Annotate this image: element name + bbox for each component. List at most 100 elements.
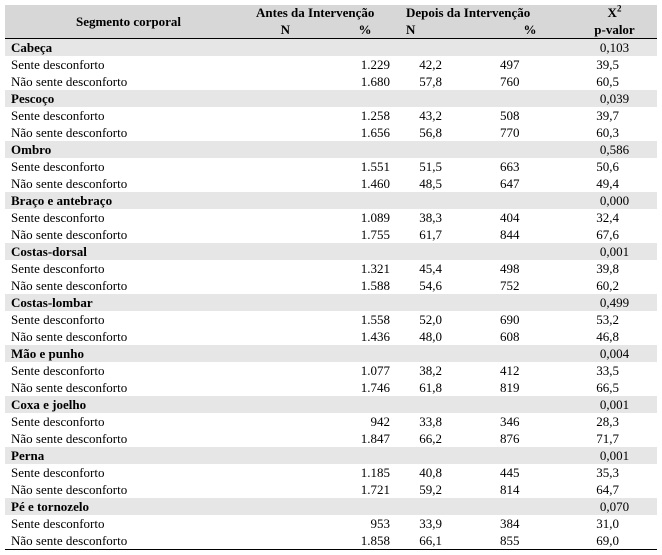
n-before-cell: 1.077	[360, 362, 390, 378]
n-after-cell: 384	[500, 515, 520, 531]
percent-after-cell: 53,2	[596, 311, 619, 327]
percent-before-cell: 66,1	[419, 532, 442, 548]
percent-before-cell: 42,2	[419, 56, 442, 72]
table-row: Sente desconforto 953 33,9 384 31,0	[5, 515, 657, 532]
n-after-cell: 346	[500, 413, 520, 429]
p-value-header: p-valor	[572, 21, 657, 39]
n-before-cell: 1.656	[360, 124, 390, 140]
percent-after-cell: 60,5	[596, 73, 619, 89]
row-label: Não sente desconforto	[11, 226, 128, 242]
row-label: Não sente desconforto	[11, 277, 128, 293]
n-before-cell: 1.858	[360, 532, 390, 548]
n-before-cell: 953	[370, 515, 391, 531]
percent-before-cell: 38,2	[419, 362, 442, 378]
row-label: Sente desconforto	[11, 311, 105, 327]
table-row: Sente desconforto 1.229 42,2 497 39,5	[5, 56, 657, 73]
n-after-cell: 752	[500, 277, 520, 293]
after-intervention-header: Depois da Intervenção	[402, 5, 572, 21]
table-row: Não sente desconforto 1.847 66,2 876 71,7	[5, 430, 657, 447]
n-before-cell: 1.558	[360, 311, 390, 327]
row-label: Não sente desconforto	[11, 430, 128, 446]
table-row: Não sente desconforto 1.858 66,1 855 69,0	[5, 532, 657, 550]
percent-before-cell: 33,8	[419, 413, 442, 429]
percent-before-cell: 54,6	[419, 277, 442, 293]
table-row: Sente desconforto 1.185 40,8 445 35,3	[5, 464, 657, 481]
n-before-cell: 1.755	[360, 226, 390, 242]
row-label: Não sente desconforto	[11, 73, 128, 89]
before-intervention-header: Antes da Intervenção	[252, 5, 402, 21]
table-row: Sente desconforto 1.258 43,2 508 39,7	[5, 107, 657, 124]
table-row: Não sente desconforto 1.656 56,8 770 60,3	[5, 124, 657, 141]
percent-after-cell: 71,7	[596, 430, 619, 446]
p-value: 0,000	[572, 192, 657, 209]
table-row: Não sente desconforto 1.721 59,2 814 64,7	[5, 481, 657, 498]
percent-after-cell: 67,6	[596, 226, 619, 242]
row-label: Não sente desconforto	[11, 175, 128, 191]
percent-after-cell: 50,6	[596, 158, 619, 174]
segment-name: Mão e punho	[5, 345, 572, 362]
p-value: 0,499	[572, 294, 657, 311]
table-row: Não sente desconforto 1.746 61,8 819 66,5	[5, 379, 657, 396]
row-label: Sente desconforto	[11, 515, 105, 531]
n-after-cell: 770	[500, 124, 520, 140]
percent-before-cell: 45,4	[419, 260, 442, 276]
p-value: 0,001	[572, 396, 657, 413]
after-n-header: N	[402, 21, 472, 39]
n-after-cell: 445	[500, 464, 520, 480]
n-after-cell: 508	[500, 107, 520, 123]
percent-before-cell: 52,0	[419, 311, 442, 327]
percent-before-cell: 56,8	[419, 124, 442, 140]
p-value: 0,001	[572, 447, 657, 464]
n-after-cell: 855	[500, 532, 520, 548]
after-percent-header: %	[472, 21, 572, 39]
segment-header-row: Ombro 0,586	[5, 141, 657, 158]
row-label: Não sente desconforto	[11, 379, 128, 395]
segment-name: Ombro	[5, 141, 572, 158]
segment-name: Pescoço	[5, 90, 572, 107]
table-body: Cabeça 0,103 Sente desconforto 1.229 42,2 497…	[5, 38, 657, 550]
n-after-cell: 844	[500, 226, 520, 242]
p-value: 0,001	[572, 243, 657, 260]
n-before-cell: 1.089	[360, 209, 390, 225]
n-after-cell: 819	[500, 379, 520, 395]
percent-after-cell: 66,5	[596, 379, 619, 395]
n-after-cell: 608	[500, 328, 520, 344]
row-label: Sente desconforto	[11, 56, 105, 72]
segment-name: Costas-dorsal	[5, 243, 572, 260]
n-before-cell: 1.551	[360, 158, 390, 174]
n-before-cell: 1.721	[360, 481, 390, 497]
table-row: Sente desconforto 1.558 52,0 690 53,2	[5, 311, 657, 328]
n-before-cell: 1.680	[360, 73, 390, 89]
n-before-cell: 1.588	[360, 277, 390, 293]
segment-name: Braço e antebraço	[5, 192, 572, 209]
percent-before-cell: 48,5	[419, 175, 442, 191]
percent-before-cell: 40,8	[419, 464, 442, 480]
table-row: Sente desconforto 1.321 45,4 498 39,8	[5, 260, 657, 277]
percent-before-cell: 66,2	[419, 430, 442, 446]
segment-header-row: Braço e antebraço 0,000	[5, 192, 657, 209]
segment-name: Pé e tornozelo	[5, 498, 572, 515]
percent-after-cell: 32,4	[596, 209, 619, 225]
percent-after-cell: 28,3	[596, 413, 619, 429]
percent-before-cell: 38,3	[419, 209, 442, 225]
n-after-cell: 412	[500, 362, 520, 378]
row-label: Sente desconforto	[11, 158, 105, 174]
percent-after-cell: 33,5	[596, 362, 619, 378]
n-after-cell: 498	[500, 260, 520, 276]
segment-name: Costas-lombar	[5, 294, 572, 311]
row-label: Sente desconforto	[11, 413, 105, 429]
before-n-header: N	[252, 21, 302, 39]
percent-after-cell: 35,3	[596, 464, 619, 480]
table-row: Sente desconforto 1.077 38,2 412 33,5	[5, 362, 657, 379]
row-label: Não sente desconforto	[11, 481, 128, 497]
percent-after-cell: 39,8	[596, 260, 619, 276]
n-after-cell: 690	[500, 311, 520, 327]
percent-after-cell: 39,5	[596, 56, 619, 72]
table-header: Segmento corporal Antes da Intervenção D…	[5, 4, 657, 39]
p-value: 0,070	[572, 498, 657, 515]
n-after-cell: 876	[500, 430, 520, 446]
segment-header-row: Pescoço 0,039	[5, 90, 657, 107]
p-value: 0,103	[572, 38, 657, 56]
n-before-cell: 942	[370, 413, 391, 429]
